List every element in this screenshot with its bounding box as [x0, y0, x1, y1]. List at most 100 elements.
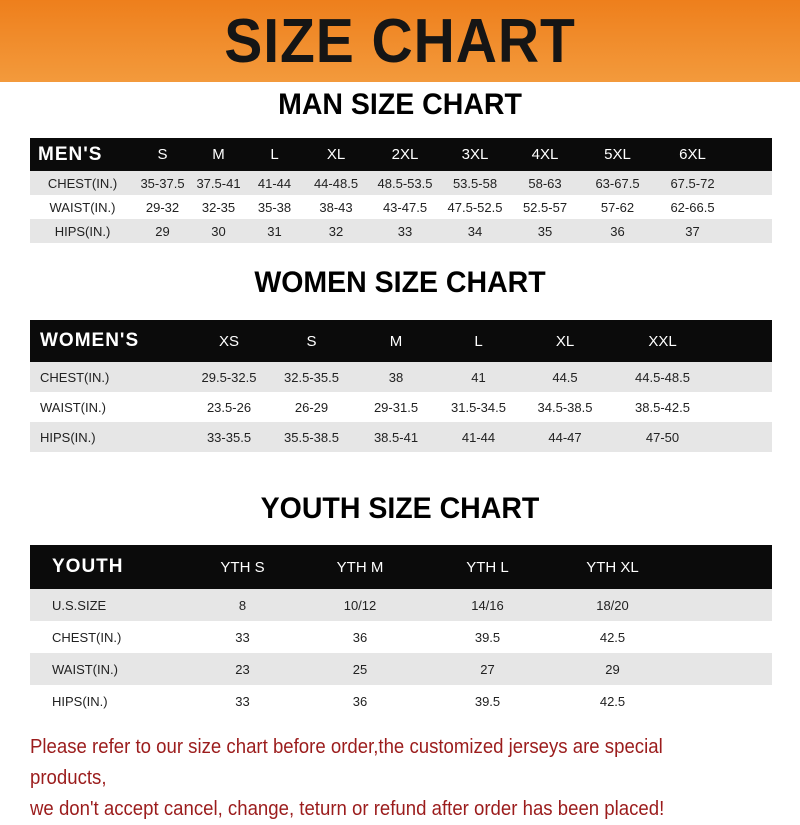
table-cell: 25: [352, 661, 368, 677]
table-cell: 53.5-58: [452, 175, 498, 191]
table-row: CHEST(IN.) 35-37.5 37.5-41 41-44 44-48.5 48.5…: [30, 171, 772, 195]
table-cell: 39.5: [474, 629, 501, 645]
banner-title: SIZE CHART: [224, 6, 576, 76]
row-label: HIPS(IN.): [40, 429, 96, 445]
table-cell: 33: [235, 629, 250, 645]
table-header: WOMEN'S XS S M L XL XXL: [30, 320, 772, 362]
table-cell: 37: [685, 223, 700, 239]
table-row: U.S.SIZE 8 10/12 14/16 18/20: [30, 589, 772, 621]
table-cell: 33: [235, 693, 250, 709]
table-cell: 38.5-41: [373, 429, 419, 445]
table-cell: 62-66.5: [670, 199, 715, 215]
table-cell: 8: [238, 597, 247, 613]
table-cell: 41: [471, 369, 486, 385]
table-cell: XXL: [648, 332, 677, 350]
table-cell: S: [157, 146, 168, 163]
men-title: MAN SIZE CHART: [278, 88, 522, 121]
table-cell: 36: [610, 223, 625, 239]
table-cell: 43-47.5: [382, 199, 428, 215]
row-label: YOUTH: [52, 556, 124, 577]
table-cell: 63-67.5: [595, 175, 640, 191]
table-cell: 47-50: [645, 429, 680, 445]
table-cell: 35-38: [257, 199, 292, 215]
table-cell: 3XL: [461, 146, 489, 163]
table-cell: 35: [537, 223, 553, 239]
men-size-table: MEN'S S M L XL 2XL 3XL 4XL 5XL 6XL CHEST(IN.) 35-37…: [30, 138, 772, 243]
table-cell: 36: [352, 629, 368, 645]
table-row: WAIST(IN.) 29-32 32-35 35-38 38-43 43-47.5 47.…: [30, 195, 772, 219]
table-row: HIPS(IN.) 29 30 31 32 33 34 35 36 37: [30, 219, 772, 243]
row-label: WAIST(IN.): [52, 661, 118, 677]
row-label: U.S.SIZE: [52, 597, 107, 613]
table-cell: 2XL: [391, 146, 419, 163]
table-cell: 31: [267, 223, 282, 239]
table-cell: 29-31.5: [373, 399, 419, 415]
table-cell: 23: [235, 661, 250, 677]
table-cell: 34.5-38.5: [537, 399, 593, 415]
row-label: HIPS(IN.): [52, 693, 108, 709]
table-cell: 47.5-52.5: [447, 199, 503, 215]
table-cell: 26-29: [294, 399, 329, 415]
table-cell: 58-63: [528, 175, 562, 191]
table-cell: 14/16: [471, 597, 504, 613]
table-cell: 39.5: [474, 693, 501, 709]
table-cell: 23.5-26: [206, 399, 252, 415]
table-cell: 29-32: [145, 199, 180, 215]
table-cell: 36: [352, 693, 368, 709]
table-cell: YTH S: [220, 558, 265, 576]
table-cell: XS: [218, 332, 239, 350]
table-cell: 33: [397, 223, 413, 239]
table-cell: M: [212, 146, 225, 163]
order-notice: Please refer to our size chart before or…: [30, 732, 737, 825]
table-cell: S: [306, 332, 317, 350]
table-cell: 18/20: [596, 597, 629, 613]
row-label: WAIST(IN.): [49, 199, 116, 215]
table-cell: YTH L: [466, 558, 509, 576]
table-cell: L: [474, 332, 483, 350]
table-cell: 10/12: [343, 597, 377, 613]
table-cell: 38-43: [319, 199, 353, 215]
table-cell: 41-44: [461, 429, 496, 445]
table-cell: 32: [328, 223, 344, 239]
table-cell: XL: [326, 146, 346, 163]
table-cell: 32-35: [201, 199, 236, 215]
table-cell: 30: [211, 223, 226, 239]
table-cell: M: [389, 332, 403, 350]
table-cell: 5XL: [604, 146, 631, 163]
table-cell: 38.5-42.5: [635, 399, 690, 415]
women-title: WOMEN SIZE CHART: [254, 266, 546, 299]
row-label: WOMEN'S: [40, 330, 140, 351]
table-cell: 29.5-32.5: [201, 369, 257, 385]
row-label: CHEST(IN.): [40, 369, 110, 385]
table-row: WAIST(IN.) 23 25 27 29: [30, 653, 772, 685]
table-cell: 29: [605, 661, 620, 677]
table-cell: 42.5: [599, 693, 626, 709]
table-cell: 57-62: [600, 199, 635, 215]
table-cell: 32.5-35.5: [284, 369, 339, 385]
women-size-table: WOMEN'S XS S M L XL XXL CHEST(IN.) 29.5-32.5 32.5…: [30, 320, 772, 452]
table-row: CHEST(IN.) 29.5-32.5 32.5-35.5 38 41 44.5 44.5…: [30, 362, 772, 392]
table-cell: 4XL: [531, 146, 559, 163]
table-cell: 41-44: [257, 175, 292, 191]
table-row: WAIST(IN.) 23.5-26 26-29 29-31.5 31.5-34.5 34…: [30, 392, 772, 422]
row-label: WAIST(IN.): [40, 399, 106, 415]
table-header: YOUTH YTH S YTH M YTH L YTH XL: [30, 545, 772, 589]
table-row: CHEST(IN.) 33 36 39.5 42.5: [30, 621, 772, 653]
notice-line: we don't accept cancel, change, teturn o…: [30, 798, 665, 820]
youth-title: YOUTH SIZE CHART: [260, 492, 540, 525]
table-cell: 52.5-57: [522, 199, 568, 215]
table-cell: 67.5-72: [670, 175, 715, 191]
table-row: HIPS(IN.) 33-35.5 35.5-38.5 38.5-41 41-44 44-…: [30, 422, 772, 452]
table-cell: 44.5-48.5: [635, 369, 690, 385]
row-label: CHEST(IN.): [52, 629, 122, 645]
table-cell: 44-47: [548, 429, 582, 445]
youth-size-table: YOUTH YTH S YTH M YTH L YTH XL U.S.SIZE 8 10/12…: [30, 545, 772, 717]
table-cell: 29: [155, 223, 170, 239]
table-cell: 27: [480, 661, 495, 677]
table-cell: 42.5: [599, 629, 626, 645]
table-cell: 44.5: [552, 369, 578, 385]
row-label: MEN'S: [38, 143, 103, 165]
size-chart-banner: SIZE CHART: [0, 0, 800, 82]
table-cell: 6XL: [679, 146, 706, 163]
row-label: CHEST(IN.): [47, 175, 118, 191]
